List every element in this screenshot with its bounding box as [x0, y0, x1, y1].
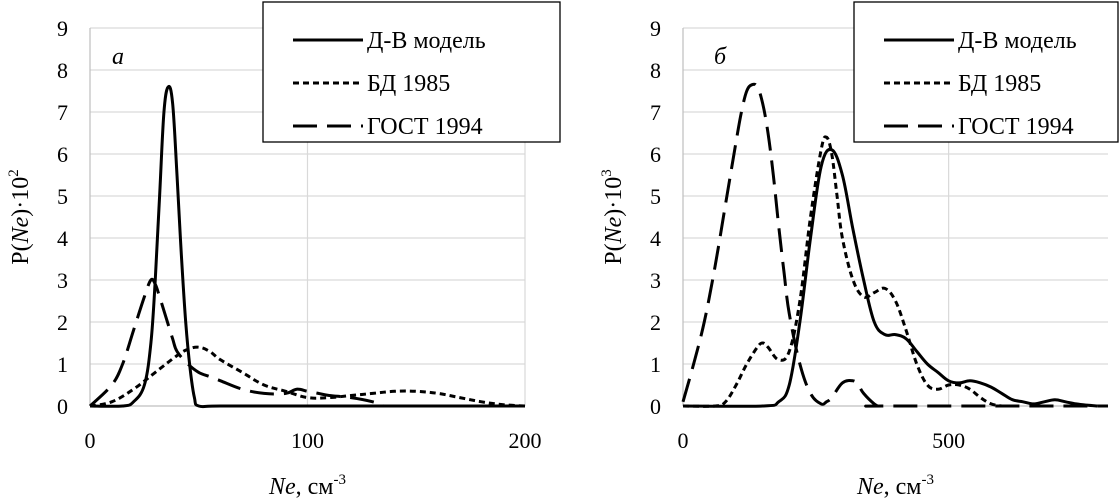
y-axis-title: P(Ne)·103: [599, 169, 627, 265]
x-tick-label: 100: [291, 428, 324, 453]
x-tick-label: 200: [509, 428, 542, 453]
series-line-2: [88, 277, 385, 408]
y-tick-label: 9: [57, 16, 68, 41]
panel-letter: б: [714, 44, 727, 70]
series-line-1: [89, 345, 526, 408]
y-tick-label: 3: [57, 268, 68, 293]
legend-box: [853, 1, 1119, 143]
y-tick-label: 4: [650, 226, 661, 251]
y-tick-label: 8: [57, 58, 68, 83]
y-tick-label: 2: [650, 310, 661, 335]
y-tick-label: 1: [650, 352, 661, 377]
x-axis-title: Ne, см-3: [268, 472, 346, 500]
chart-panel-b: 0 1 2 3 4 5 6 7 8 9 0 500 Ne, см-3 P(Ne)·103 б Д-В моде…: [599, 1, 1119, 500]
y-tick-label: 6: [57, 142, 68, 167]
y-tick-label: 5: [57, 184, 68, 209]
y-tick-label: 5: [650, 184, 661, 209]
legend-label-2: ГОСТ 1994: [367, 114, 483, 140]
legend-label-1: БД 1985: [958, 71, 1041, 97]
x-tick-label: 0: [678, 428, 689, 453]
series-line-1: [682, 135, 1003, 408]
y-tick-label: 7: [57, 100, 68, 125]
y-tick-label: 9: [650, 16, 661, 41]
x-tick-label: 0: [85, 428, 96, 453]
y-axis-title: P(Ne)·102: [6, 169, 34, 265]
legend-label-2: ГОСТ 1994: [958, 114, 1074, 140]
x-axis-title: Ne, см-3: [856, 472, 934, 500]
y-tick-label: 6: [650, 142, 661, 167]
series-line-0: [682, 147, 1098, 408]
y-tick-label: 3: [650, 268, 661, 293]
chart-panel-a: 0 1 2 3 4 5 6 7 8 9 0 100 200 Ne, см-3 P(Ne)·102 а Д-В м…: [6, 1, 561, 500]
y-tick-label: 0: [57, 394, 68, 419]
y-tick-label: 0: [650, 394, 661, 419]
legend-label-0: Д-В модель: [367, 28, 486, 54]
x-tick-label: 500: [932, 428, 965, 453]
y-tick-label: 4: [57, 226, 68, 251]
legend-box: [262, 1, 561, 143]
legend: Д-В модель БД 1985 ГОСТ 1994: [853, 1, 1119, 143]
y-tick-label: 7: [650, 100, 661, 125]
y-tick-label: 1: [57, 352, 68, 377]
y-tick-label: 8: [650, 58, 661, 83]
legend: Д-В модель БД 1985 ГОСТ 1994: [262, 1, 561, 143]
series-line-2: [681, 82, 1108, 408]
y-tick-label: 2: [57, 310, 68, 335]
legend-label-0: Д-В модель: [958, 28, 1077, 54]
panel-letter: а: [112, 44, 124, 70]
legend-label-1: БД 1985: [367, 71, 450, 97]
